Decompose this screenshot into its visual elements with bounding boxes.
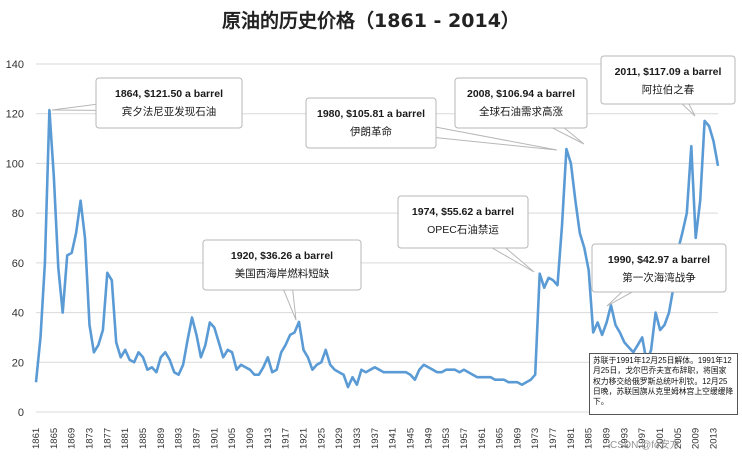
x-tick-label: 1933 [352, 428, 363, 449]
callout-heading: 1864, $121.50 a barrel [115, 88, 223, 100]
x-tick-label: 1993 [619, 428, 630, 449]
callout-box [202, 239, 362, 291]
callout-text: OPEC石油禁运 [427, 223, 499, 236]
callout-text: 伊朗革命 [350, 125, 392, 138]
x-tick-label: 1885 [138, 428, 149, 449]
x-tick-label: 1973 [530, 428, 541, 449]
y-tick-label: 140 [6, 59, 24, 71]
y-tick-label: 80 [12, 208, 24, 220]
x-tick-label: 2009 [691, 428, 702, 449]
x-tick-label: 2001 [655, 428, 666, 449]
x-tick-label: 1977 [548, 428, 559, 449]
x-tick-label: 1989 [602, 428, 613, 449]
event-callout: 1920, $36.26 a barrel 美国西海岸燃料短缺 [202, 239, 362, 321]
x-tick-label: 2013 [709, 428, 720, 449]
x-tick-label: 1961 [477, 428, 488, 449]
x-tick-label: 1965 [495, 428, 506, 449]
callout-box [600, 55, 736, 105]
x-tick-label: 1925 [316, 428, 327, 449]
callout-text: 第一次海湾战争 [622, 271, 696, 284]
x-tick-label: 1889 [156, 428, 167, 449]
y-tick-label: 100 [6, 158, 24, 170]
x-tick-label: 1877 [102, 428, 113, 449]
x-tick-label: 1865 [49, 428, 60, 449]
x-tick-label: 1937 [370, 428, 381, 449]
y-tick-label: 0 [18, 407, 24, 419]
callout-heading: 1990, $42.97 a barrel [608, 254, 710, 266]
x-tick-label: 1909 [245, 428, 256, 449]
x-tick-label: 1949 [423, 428, 434, 449]
x-tick-label: 1921 [298, 428, 309, 449]
callout-text: 阿拉伯之春 [642, 83, 695, 96]
x-tick-label: 1997 [637, 428, 648, 449]
callout-text: 宾夕法尼亚发现石油 [122, 105, 217, 118]
x-tick-label: 1957 [459, 428, 470, 449]
x-tick-label: 1901 [209, 428, 220, 449]
axis-layer: 0 20 40 60 80 100 120 140 1861 1865 1869 1873 1877 18… [6, 59, 720, 449]
callout-text: 全球石油需求高涨 [479, 105, 563, 118]
watermark: CSDN @fo安方 [610, 440, 680, 451]
event-callout: 1974, $55.62 a barrel OPEC石油禁运 [397, 195, 535, 273]
callout-box [591, 243, 727, 293]
x-tick-label: 1897 [191, 428, 202, 449]
x-tick-label: 1869 [67, 428, 78, 449]
callout-layer: 1864, $121.50 a barrel 宾夕法尼亚发现石油 1920, $36… [51, 55, 736, 321]
event-callout: 1980, $105.81 a barrel 伊朗革命 [305, 97, 558, 151]
x-tick-label: 1861 [31, 428, 42, 449]
callout-box [95, 77, 243, 129]
annotation-note: 苏联于1991年12月25日解体。1991年12月25日，戈尔巴乔夫宣布辞职，将… [589, 353, 738, 415]
x-tick-label: 1913 [263, 428, 274, 449]
x-tick-label: 1985 [584, 428, 595, 449]
y-tick-label: 40 [12, 308, 24, 320]
event-callout: 2008, $106.94 a barrel 全球石油需求高涨 [454, 77, 588, 145]
callout-heading: 2011, $117.09 a barrel [615, 66, 722, 78]
line-layer [34, 108, 720, 389]
callout-box [454, 77, 588, 129]
x-tick-label: 1905 [227, 428, 238, 449]
callout-heading: 1974, $55.62 a barrel [412, 206, 514, 218]
x-tick-label: 1969 [512, 428, 523, 449]
y-tick-label: 120 [6, 109, 24, 121]
x-tick-label: 1893 [174, 428, 185, 449]
event-callout: 2011, $117.09 a barrel 阿拉伯之春 [600, 55, 736, 117]
y-tick-label: 60 [12, 258, 24, 270]
callout-heading: 1920, $36.26 a barrel [231, 250, 333, 262]
price-line [34, 108, 720, 389]
chart-title: 原油的历史价格（1861 - 2014） [222, 10, 520, 32]
callout-heading: 1980, $105.81 a barrel [317, 108, 425, 120]
callout-text: 美国西海岸燃料短缺 [235, 267, 330, 280]
event-callout: 1990, $42.97 a barrel 第一次海湾战争 [591, 243, 727, 307]
x-tick-label: 1873 [84, 428, 95, 449]
x-tick-label: 1929 [334, 428, 345, 449]
callout-box [397, 195, 529, 249]
x-tick-label: 1953 [441, 428, 452, 449]
event-callout: 1864, $121.50 a barrel 宾夕法尼亚发现石油 [51, 77, 243, 129]
callout-box [305, 97, 437, 149]
x-tick-label: 1881 [120, 428, 131, 449]
x-tick-label: 2005 [673, 428, 684, 449]
x-tick-label: 1981 [566, 428, 577, 449]
x-tick-label: 1917 [281, 428, 292, 449]
y-tick-label: 20 [12, 357, 24, 369]
x-tick-label: 1941 [388, 428, 399, 449]
callout-heading: 2008, $106.94 a barrel [467, 88, 575, 100]
x-tick-label: 1945 [405, 428, 416, 449]
